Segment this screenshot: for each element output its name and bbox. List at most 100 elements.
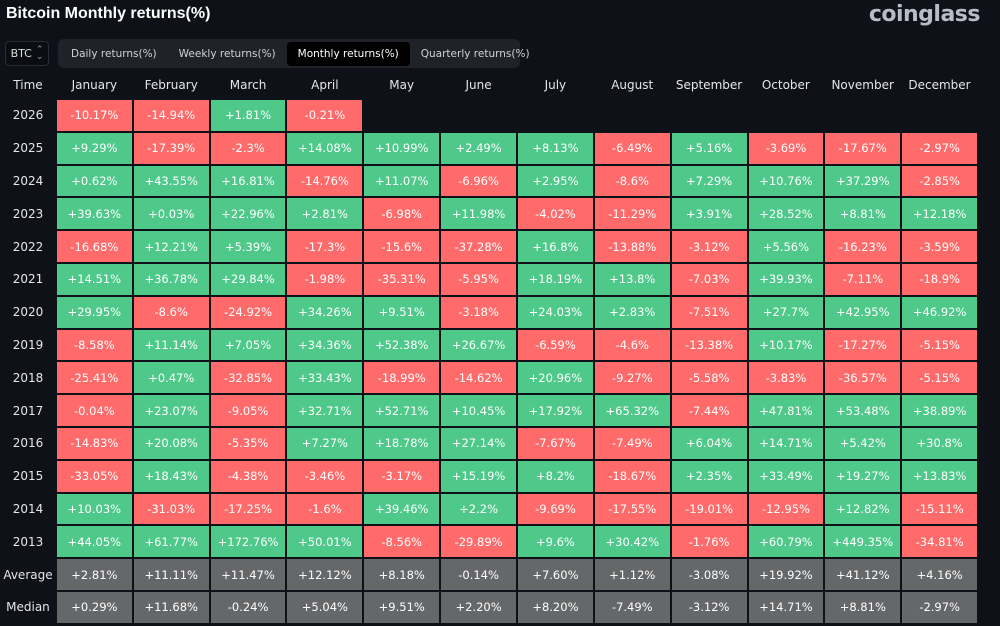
return-cell: +12.82% [825, 493, 901, 525]
return-cell: +8.20% [518, 591, 593, 623]
return-cell: -3.12% [671, 591, 747, 623]
return-cell [518, 100, 593, 131]
return-cell: +1.12% [594, 559, 670, 590]
tab-quarterly-returns[interactable]: Quarterly returns(%) [420, 47, 530, 60]
table-row: 2026 -10.17% -14.94% +1.81% -0.21% [0, 99, 978, 132]
return-cell: -1.98% [287, 263, 363, 295]
return-cell: +44.05% [56, 526, 132, 558]
return-cell: +9.6% [518, 526, 593, 558]
return-cell: +19.92% [748, 559, 824, 590]
return-cell: -3.18% [441, 296, 516, 328]
return-cell: -8.58% [56, 329, 132, 361]
stat-label: Average [3, 567, 53, 582]
return-cell: +36.78% [133, 263, 209, 295]
return-cell: +20.08% [133, 427, 209, 459]
return-cell: -9.27% [594, 362, 670, 394]
return-cell: -34.81% [902, 526, 978, 558]
return-cell: +4.16% [902, 559, 978, 590]
return-cell: -17.67% [825, 132, 901, 164]
table-row: 2022 -16.68% +12.21% +5.39% -17.3% -15.6% -37.… [0, 230, 978, 263]
return-cell: +9.29% [56, 132, 132, 164]
return-cell: +18.78% [364, 427, 440, 459]
table-header-row: Time January February March April May June Jul… [0, 70, 978, 99]
return-cell: +52.38% [364, 329, 440, 361]
return-cell: -5.35% [210, 427, 286, 459]
return-cell: +14.08% [287, 132, 363, 164]
return-cell: -16.68% [56, 231, 132, 262]
return-cell: +33.43% [287, 362, 363, 394]
return-cell: +9.51% [364, 591, 440, 623]
return-cell: +17.92% [518, 395, 593, 426]
return-cell: -3.69% [748, 132, 824, 164]
return-cell: +39.46% [364, 493, 440, 525]
stat-row: Average +2.81% +11.11% +11.47% +12.12% +8.18%… [0, 558, 978, 591]
tab-daily-returns[interactable]: Daily returns(%) [71, 47, 157, 60]
return-cell: +8.13% [518, 132, 593, 164]
month-header: March [229, 77, 267, 92]
return-cell: +39.63% [56, 198, 132, 230]
month-header: August [611, 77, 654, 92]
time-header: Time [13, 77, 43, 92]
return-cell: +11.68% [133, 591, 209, 623]
return-cell: -18.99% [364, 362, 440, 394]
return-cell: -11.29% [594, 198, 670, 230]
return-cell: +38.89% [902, 395, 978, 426]
month-header: December [908, 77, 971, 92]
return-cell: +14.71% [748, 591, 824, 623]
return-cell: -29.89% [441, 526, 516, 558]
year-label: 2016 [12, 436, 44, 451]
return-cell [672, 100, 747, 131]
return-cell: -14.94% [133, 100, 209, 131]
return-cell [902, 100, 977, 131]
return-cell [364, 100, 439, 131]
asset-select-value: BTC [10, 47, 32, 60]
return-cell: +28.52% [748, 198, 824, 230]
return-cell: +0.47% [133, 362, 209, 394]
return-cell: +9.51% [364, 296, 440, 328]
table-body: 2026 -10.17% -14.94% +1.81% -0.21% 2025 +9.29%… [0, 99, 978, 624]
return-cell: +12.21% [133, 231, 209, 262]
return-cell: +0.03% [133, 198, 209, 230]
return-cell: -18.67% [594, 460, 670, 492]
table-row: 2018 -25.41% +0.47% -32.85% +33.43% -18.99% -1… [0, 361, 978, 394]
asset-select[interactable]: BTC ⌃ ⌄ [5, 41, 49, 66]
return-cell: -10.17% [56, 100, 132, 131]
return-cell: +2.49% [441, 132, 516, 164]
return-cell: -12.95% [748, 493, 824, 525]
return-cell: -3.08% [671, 559, 747, 590]
return-cell: +61.77% [133, 526, 209, 558]
return-cell: -4.02% [518, 198, 593, 230]
tab-monthly-returns[interactable]: Monthly returns(%) [286, 41, 410, 66]
return-cell: -7.49% [594, 591, 670, 623]
return-cell: +5.56% [748, 231, 824, 262]
return-cell: -17.3% [287, 231, 363, 262]
return-cell: +34.26% [287, 296, 363, 328]
return-cell: -8.6% [133, 296, 209, 328]
return-cell: +5.04% [287, 591, 363, 623]
return-cell: +7.60% [518, 559, 593, 590]
table-row: 2014 +10.03% -31.03% -17.25% -1.6% +39.46% +2.… [0, 493, 978, 526]
table-row: 2020 +29.95% -8.6% -24.92% +34.26% +9.51% -3.1… [0, 296, 978, 329]
table-row: 2023 +39.63% +0.03% +22.96% +2.81% -6.98% +11.… [0, 197, 978, 230]
return-cell: -7.03% [671, 263, 747, 295]
table-row: 2013 +44.05% +61.77% +172.76% +50.01% -8.56% -… [0, 525, 978, 558]
stat-row: Median +0.29% +11.68% -0.24% +5.04% +9.51% +2.… [0, 591, 978, 624]
return-cell: -3.46% [287, 460, 363, 492]
return-cell: -9.69% [518, 493, 593, 525]
return-cell: +14.51% [56, 263, 132, 295]
return-cell: -5.58% [671, 362, 747, 394]
return-cell: -4.6% [594, 329, 670, 361]
return-cell: -2.85% [902, 165, 978, 197]
return-cell: -15.11% [902, 493, 978, 525]
return-cell: +3.91% [671, 198, 747, 230]
return-cell: +32.71% [287, 395, 363, 426]
return-cell: -0.14% [441, 559, 516, 590]
return-cell: -0.21% [287, 100, 363, 131]
return-cell [749, 100, 824, 131]
return-cell: -13.88% [594, 231, 670, 262]
return-cell: -7.67% [518, 427, 593, 459]
year-label: 2018 [12, 370, 44, 385]
return-cell: +26.67% [441, 329, 516, 361]
return-cell: +0.62% [56, 165, 132, 197]
tab-weekly-returns[interactable]: Weekly returns(%) [178, 47, 276, 60]
